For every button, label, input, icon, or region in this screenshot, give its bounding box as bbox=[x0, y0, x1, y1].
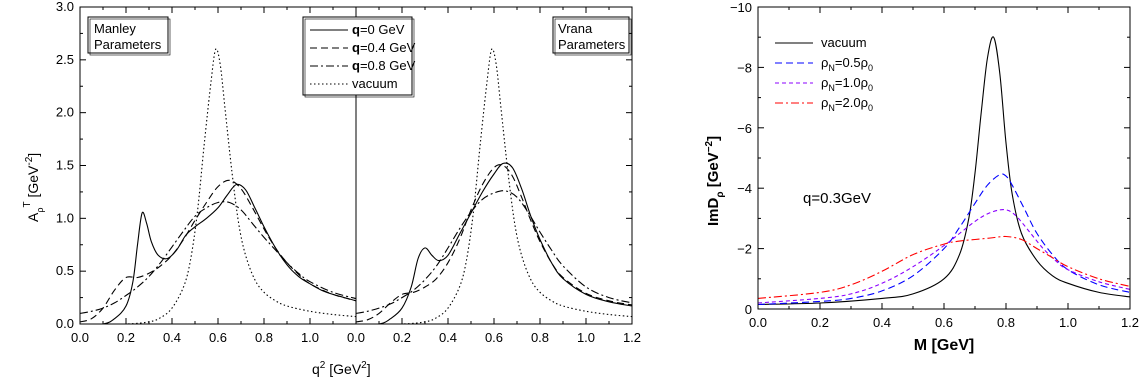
right-y-tick-label: −10 bbox=[730, 0, 752, 15]
vrana-label-line2: Parameters bbox=[558, 37, 626, 52]
right-y-axis-label: ImDρ [GeV−2] bbox=[704, 136, 726, 226]
right-x-tick-label: 0.0 bbox=[749, 315, 767, 330]
left-legend-label: q=0 GeV bbox=[352, 22, 405, 37]
left-x-axis-label: q2 [GeV2] bbox=[312, 360, 371, 377]
manley-label-box: Manley Parameters bbox=[87, 16, 171, 56]
right-series-shortdash bbox=[758, 209, 1130, 304]
left-x-tick-label: 0.2 bbox=[117, 330, 135, 345]
left-y-tick-label: 3.0 bbox=[56, 0, 74, 14]
left-y-tick-label: 1.0 bbox=[56, 210, 74, 225]
right-y-tick-label: −8 bbox=[737, 60, 752, 75]
left-x-tick-label: 0.0 bbox=[71, 330, 89, 345]
vrana-label-box: Vrana Parameters bbox=[552, 16, 632, 56]
q-annotation: q=0.3GeV bbox=[803, 190, 871, 207]
left-series-dashdot bbox=[80, 201, 356, 314]
right-y-tick-label: −4 bbox=[737, 181, 752, 196]
manley-label-line1: Manley bbox=[94, 21, 136, 36]
left-series-group bbox=[80, 48, 356, 324]
manley-label-line2: Parameters bbox=[94, 37, 162, 52]
right-series-solid bbox=[758, 36, 1130, 306]
right-x-tick-label: 0.6 bbox=[485, 330, 503, 345]
left-x-tick-label: 0.8 bbox=[255, 330, 273, 345]
right-legend-label: vacuum bbox=[821, 35, 867, 50]
right-x-tick-label: 0.2 bbox=[393, 330, 411, 345]
left-x-tick-label: 1.0 bbox=[301, 330, 319, 345]
right-x-tick-label: 1.0 bbox=[577, 330, 595, 345]
right-x-tick-label: 0.0 bbox=[347, 330, 365, 345]
left-series-solid bbox=[80, 183, 356, 324]
left-figure: 0.0 0.5 1.0 1.5 2.0 2.5 3.0 0.0 0.2 0.4 0.6 0.8 1.0 0… bbox=[22, 0, 641, 377]
right-legend-label: ρN=2.0ρ0 bbox=[821, 95, 873, 113]
left-ticks: 0.0 0.5 1.0 1.5 2.0 2.5 3.0 0.0 0.2 0.4 0.6 0.8 1.0 0… bbox=[56, 0, 641, 345]
right-series-dashdot bbox=[758, 235, 1130, 299]
right-figure: 0.0 0.2 0.4 0.6 0.8 1.0 1.2 0 −2 −4 −6 −8 −10 vacuum… bbox=[704, 0, 1139, 354]
left-y-tick-label: 2.0 bbox=[56, 105, 74, 120]
left-x-tick-label: 0.6 bbox=[209, 330, 227, 345]
left-y-axis-label: AρT [GeV-2] bbox=[22, 153, 45, 222]
middle-series-solid bbox=[356, 162, 632, 324]
right-x-axis-label: M [GeV] bbox=[914, 337, 974, 354]
middle-series-group bbox=[356, 48, 632, 324]
right-x-tick-label: 0.2 bbox=[811, 315, 829, 330]
left-y-tick-label: 1.5 bbox=[56, 158, 74, 173]
left-legend: q=0 GeV q=0.4 GeV q=0.8 GeV vacuum bbox=[302, 16, 416, 98]
middle-series-dash bbox=[356, 164, 632, 323]
left-legend-label: vacuum bbox=[352, 76, 398, 91]
left-y-tick-label: 0.0 bbox=[56, 316, 74, 331]
left-series-dash bbox=[80, 179, 356, 323]
right-x-tick-label: 0.8 bbox=[531, 330, 549, 345]
left-y-tick-label: 0.5 bbox=[56, 263, 74, 278]
left-y-tick-label: 2.5 bbox=[56, 52, 74, 67]
right-y-tick-label: −6 bbox=[737, 121, 752, 136]
right-legend-label: ρN=1.0ρ0 bbox=[821, 75, 873, 93]
right-x-tick-label: 1.2 bbox=[623, 330, 641, 345]
left-legend-label: q=0.8 GeV bbox=[352, 58, 416, 73]
right-x-tick-label: 1.2 bbox=[1121, 315, 1139, 330]
left-legend-label: q=0.4 GeV bbox=[352, 40, 416, 55]
right-ticks: 0.0 0.2 0.4 0.6 0.8 1.0 1.2 0 −2 −4 −6 −8 −10 bbox=[730, 0, 1139, 330]
right-x-tick-label: 1.0 bbox=[1059, 315, 1077, 330]
right-legend-label: ρN=0.5ρ0 bbox=[821, 55, 873, 73]
vrana-label-line1: Vrana bbox=[558, 21, 593, 36]
right-panel-frame bbox=[757, 6, 1131, 310]
right-legend: vacuum ρN=0.5ρ0 ρN=1.0ρ0 ρN=2.0ρ0 bbox=[775, 35, 873, 113]
right-y-tick-label: −2 bbox=[737, 242, 752, 257]
right-x-tick-label: 0.6 bbox=[935, 315, 953, 330]
right-x-tick-label: 0.4 bbox=[439, 330, 457, 345]
right-series-group bbox=[758, 36, 1130, 306]
right-y-tick-label: 0 bbox=[745, 302, 752, 317]
right-series-dash bbox=[758, 173, 1130, 306]
right-x-tick-label: 0.4 bbox=[873, 315, 891, 330]
middle-panel-frame bbox=[355, 6, 633, 325]
right-x-tick-label: 0.8 bbox=[997, 315, 1015, 330]
middle-series-dashdot bbox=[356, 190, 632, 314]
left-x-tick-label: 0.4 bbox=[163, 330, 181, 345]
